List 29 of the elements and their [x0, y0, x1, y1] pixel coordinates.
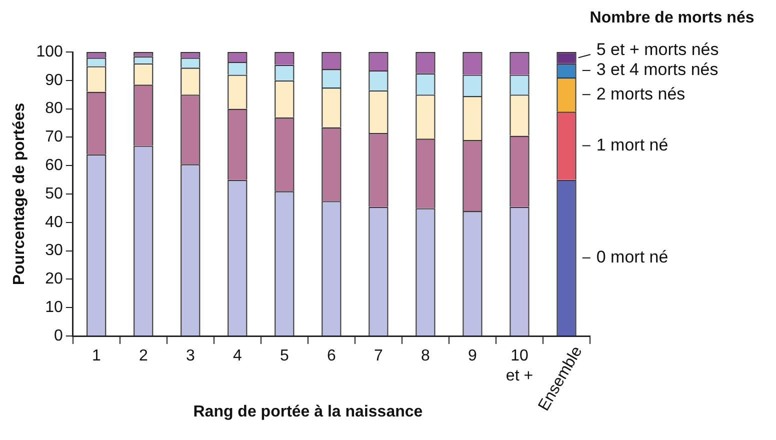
series-label: 3 et 4 morts nés [596, 60, 718, 80]
y-tick-label: 0 [54, 327, 63, 344]
y-tick-label: 80 [45, 100, 63, 118]
x-tick-label: 8 [421, 347, 430, 364]
series-label: 5 et + morts nés [596, 40, 719, 60]
y-axis-title: Pourcentage de portées [11, 102, 28, 286]
y-tick-label: 20 [45, 270, 63, 288]
x-axis-title: Rang de portée à la naissance [193, 403, 423, 420]
series-label: 0 mort né [596, 248, 668, 267]
x-tick-label: 7 [374, 347, 384, 364]
y-tick-label: 100 [36, 43, 63, 60]
x-tick-label: 3 [186, 347, 195, 364]
y-tick-label: 50 [45, 185, 63, 202]
y-tick-label: 30 [45, 242, 63, 260]
y-tick-label: 70 [45, 128, 63, 146]
x-tick-label: 2 [138, 347, 148, 364]
x-tick-label: 5 [280, 347, 289, 364]
x-tick-label: 10 et + [506, 347, 534, 384]
series-label: 1 mort né [596, 135, 668, 154]
y-tick-label: 10 [45, 299, 63, 316]
y-tick-label: 40 [45, 214, 63, 231]
x-tick-label: 4 [232, 347, 242, 364]
y-tick-label: 60 [45, 157, 63, 174]
x-tick-label: 6 [326, 347, 336, 364]
x-tick-label: 9 [468, 347, 478, 364]
x-tick-label: 1 [92, 347, 101, 364]
series-label: 2 morts nés [596, 84, 686, 104]
legend-title: Nombre de morts nés [590, 9, 754, 26]
y-tick-label: 90 [45, 72, 63, 89]
